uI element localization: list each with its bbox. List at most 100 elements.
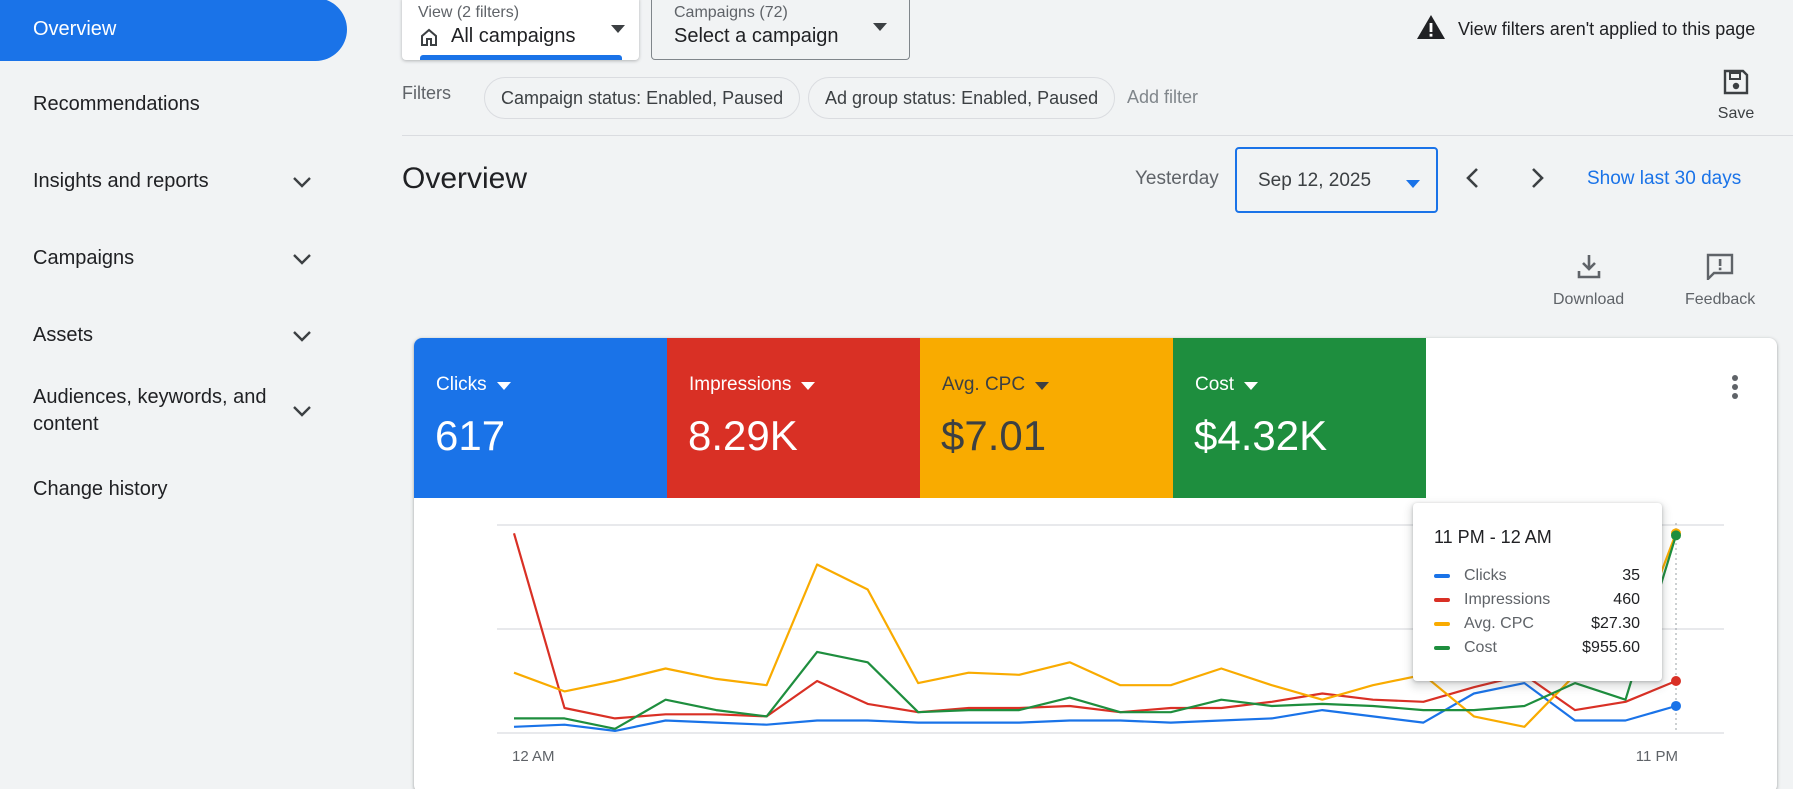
- metric-label: Cost: [1195, 374, 1259, 396]
- feedback-label: Feedback: [1685, 291, 1756, 308]
- date-relative-label: Yesterday: [1135, 168, 1219, 189]
- sidebar-item-label: Change history: [33, 478, 168, 500]
- view-selector-label: View (2 filters): [418, 4, 520, 21]
- chevron-left-icon: [1465, 167, 1479, 194]
- filter-chip-label: Ad group status: Enabled, Paused: [825, 87, 1099, 108]
- sidebar-item-label: Audiences, keywords, and content: [33, 386, 267, 435]
- chevron-down-icon[interactable]: [290, 247, 314, 271]
- show-last-30-days-link[interactable]: Show last 30 days: [1587, 168, 1742, 189]
- tooltip-row-value: 460: [1613, 591, 1640, 608]
- warning-icon: [1416, 14, 1446, 45]
- filter-chip-campaign-status[interactable]: Campaign status: Enabled, Paused: [484, 77, 801, 119]
- metric-value: $7.01: [941, 412, 1047, 459]
- tooltip-row-label: Cost: [1464, 639, 1497, 656]
- metric-label-text: Cost: [1195, 374, 1235, 395]
- tooltip-row-value: 35: [1622, 567, 1640, 584]
- save-button[interactable]: Save: [1706, 68, 1766, 123]
- chevron-right-icon: [1531, 167, 1545, 194]
- campaign-selector-value: Select a campaign: [674, 25, 839, 47]
- metric-label: Clicks: [436, 374, 511, 396]
- sidebar-item-change-history[interactable]: Change history: [33, 476, 323, 503]
- metric-clicks[interactable]: Clicks 617: [414, 338, 667, 498]
- metric-impressions[interactable]: Impressions 8.29K: [667, 338, 920, 498]
- view-selector-value: All campaigns: [451, 25, 576, 47]
- view-selector-indicator: [420, 55, 622, 60]
- sidebar-item-campaigns[interactable]: Campaigns: [33, 245, 323, 272]
- tooltip-row-clicks: Clicks 35: [1434, 565, 1640, 587]
- legend-swatch: [1434, 598, 1450, 602]
- tooltip-row-value: $955.60: [1582, 639, 1640, 656]
- tooltip-row-label: Clicks: [1464, 567, 1507, 584]
- caret-down-icon: [801, 374, 816, 396]
- next-period-button[interactable]: [1524, 166, 1552, 194]
- hover-point: [1671, 676, 1681, 686]
- sidebar-item-assets[interactable]: Assets: [33, 322, 323, 349]
- campaign-selector-label: Campaigns (72): [674, 4, 788, 21]
- metric-label-text: Clicks: [436, 374, 487, 395]
- tooltip-row-impressions: Impressions 460: [1434, 589, 1640, 611]
- caret-down-icon: [496, 374, 511, 396]
- sidebar-item-insights-and-reports[interactable]: Insights and reports: [33, 168, 323, 195]
- view-selector[interactable]: View (2 filters) All campaigns: [402, 0, 639, 60]
- sidebar-item-recommendations[interactable]: Recommendations: [33, 91, 323, 118]
- filters-warning: View filters aren't applied to this page: [1416, 14, 1755, 45]
- hover-point: [1671, 530, 1681, 541]
- metric-avg-cpc[interactable]: Avg. CPC $7.01: [920, 338, 1173, 498]
- tooltip-title: 11 PM - 12 AM: [1434, 527, 1552, 547]
- sidebar-item-label: Assets: [33, 324, 94, 346]
- date-value: Sep 12, 2025: [1258, 170, 1372, 191]
- caret-down-icon: [873, 18, 887, 36]
- date-picker[interactable]: Sep 12, 2025: [1235, 147, 1438, 213]
- metric-value: 8.29K: [688, 412, 798, 459]
- download-label: Download: [1553, 291, 1625, 308]
- caret-down-icon: [1244, 374, 1259, 396]
- warning-text: View filters aren't applied to this page: [1458, 19, 1756, 39]
- caret-down-icon: [1406, 175, 1420, 193]
- tooltip-row-label: Avg. CPC: [1464, 615, 1534, 632]
- metric-value: 617: [435, 412, 506, 459]
- previous-period-button[interactable]: [1458, 166, 1486, 194]
- series-line-cost: [514, 535, 1678, 730]
- download-icon: [1576, 252, 1602, 285]
- metric-label: Avg. CPC: [942, 374, 1050, 396]
- chevron-down-icon[interactable]: [290, 324, 314, 348]
- metric-label-text: Avg. CPC: [942, 374, 1026, 395]
- filter-chip-ad-group-status[interactable]: Ad group status: Enabled, Paused: [808, 77, 1116, 119]
- sidebar-item-label: Insights and reports: [33, 170, 209, 192]
- x-tick-label: 12 AM: [512, 748, 555, 765]
- metric-cost[interactable]: Cost $4.32K: [1173, 338, 1426, 498]
- home-icon: [419, 27, 439, 52]
- save-label: Save: [1717, 105, 1755, 122]
- series-line-avg-cpc: [513, 532, 1678, 728]
- metric-value: $4.32K: [1194, 412, 1328, 459]
- tooltip-row-avg-cpc: Avg. CPC $27.30: [1434, 613, 1640, 635]
- campaign-selector[interactable]: Campaigns (72) Select a campaign: [651, 0, 910, 60]
- add-filter-button[interactable]: Add filter: [1127, 87, 1199, 107]
- filters-label: Filters: [402, 83, 451, 103]
- series-line-impressions: [512, 532, 1677, 720]
- caret-down-icon: [611, 20, 625, 38]
- legend-swatch: [1434, 622, 1450, 626]
- metric-label-text: Impressions: [689, 374, 792, 395]
- tooltip-row-cost: Cost $955.60: [1434, 637, 1640, 659]
- chevron-down-icon[interactable]: [290, 170, 314, 194]
- more-vert-icon[interactable]: [1731, 374, 1739, 405]
- sidebar: Overview Recommendations Insights and re…: [0, 0, 350, 789]
- download-button[interactable]: Download: [1553, 252, 1624, 309]
- sidebar-item-audiences-keywords-content[interactable]: Audiences, keywords, and content: [33, 384, 323, 438]
- chart-tooltip: 11 PM - 12 AM Clicks 35 Impressions 460 …: [1413, 503, 1662, 681]
- tooltip-row-label: Impressions: [1464, 591, 1551, 608]
- tooltip-row-value: $27.30: [1591, 615, 1640, 632]
- sidebar-item-overview[interactable]: Overview: [0, 0, 347, 61]
- feedback-button[interactable]: Feedback: [1685, 252, 1755, 309]
- feedback-icon: [1705, 252, 1735, 285]
- series-line-clicks: [513, 682, 1677, 732]
- chevron-down-icon[interactable]: [290, 399, 314, 423]
- sidebar-item-label: Recommendations: [33, 93, 200, 115]
- filter-chip-label: Campaign status: Enabled, Paused: [501, 87, 784, 108]
- hover-point: [1671, 700, 1681, 711]
- page-title: Overview: [402, 162, 528, 195]
- metric-label: Impressions: [689, 374, 816, 396]
- save-icon: [1722, 68, 1750, 101]
- x-tick-label: 11 PM: [1636, 748, 1678, 765]
